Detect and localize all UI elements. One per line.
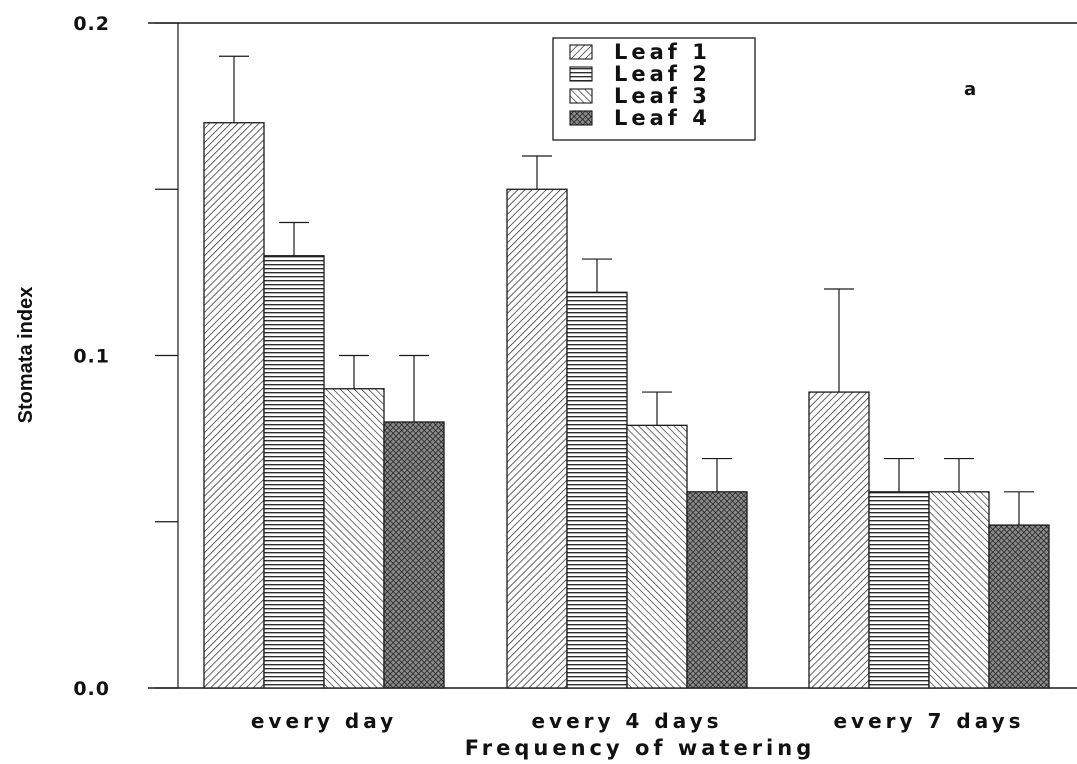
y-axis-label: Stomata index	[15, 287, 37, 424]
bar-leaf-2-every-4-days	[566, 291, 628, 689]
bar-leaf-1-every-4-days	[506, 188, 568, 689]
bar-leaf-3-every-4-days	[626, 424, 688, 689]
bar-leaf-4-every-7-days	[988, 524, 1050, 689]
bar-leaf-2-every-day	[263, 255, 325, 689]
legend-swatch	[569, 66, 593, 82]
legend-swatch	[569, 44, 593, 60]
y-axis-ticks: 0.0 0.1 0.2	[73, 13, 178, 700]
bar-leaf-4-every-4-days	[686, 491, 748, 689]
panel-label: a	[964, 79, 976, 100]
bar-leaf-3-every-day	[323, 388, 385, 689]
bar-leaf-2-every-7-days	[868, 491, 930, 689]
error-bars	[219, 55, 1034, 526]
bar-leaf-1-every-7-days	[808, 391, 870, 689]
legend-swatch	[569, 88, 593, 104]
y-tick-label: 0.0	[73, 678, 110, 700]
x-category-label: every 7 days	[833, 709, 1024, 733]
legend-entry: Leaf 1	[614, 40, 711, 64]
bar-leaf-1-every-day	[203, 122, 265, 689]
legend-entry: Leaf 3	[614, 84, 711, 108]
y-tick-label: 0.1	[73, 346, 110, 368]
legend-entry: Leaf 4	[614, 106, 711, 130]
bar-leaf-3-every-7-days	[928, 491, 990, 689]
legend-swatch	[569, 110, 593, 126]
legend-entry: Leaf 2	[614, 62, 711, 86]
x-category-label: every 4 days	[531, 709, 722, 733]
x-category-label: every day	[251, 709, 397, 733]
y-tick-label: 0.2	[73, 13, 110, 35]
bar-leaf-4-every-day	[383, 421, 445, 689]
x-axis-label: Frequency of watering	[465, 736, 816, 760]
bars	[203, 122, 1050, 689]
x-axis-categories: every day every 4 days every 7 days	[251, 709, 1024, 733]
